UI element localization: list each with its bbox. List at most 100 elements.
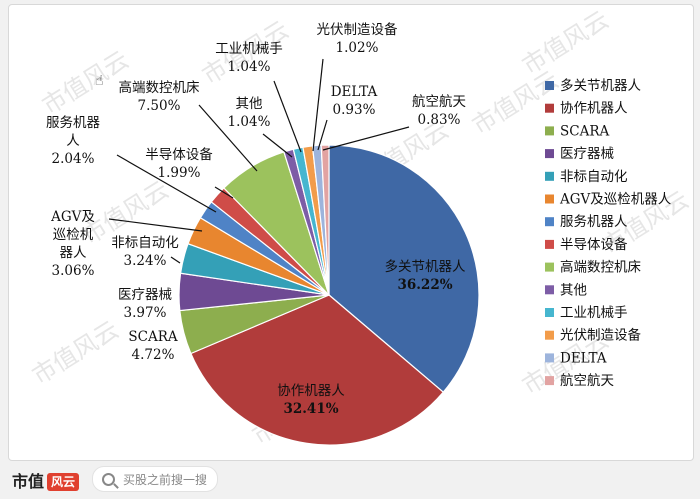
legend-swatch (545, 171, 554, 181)
brand-name: 市值 (12, 472, 45, 491)
leader-line (273, 80, 302, 153)
search-icon (102, 472, 115, 486)
search-box[interactable]: 买股之前搜一搜 (92, 466, 218, 492)
slice-label: SCARA 4.72% (128, 329, 177, 363)
legend-label: 多关节机器人 (560, 77, 641, 94)
legend-label: 医疗器械 (560, 146, 614, 162)
legend-label: 非标自动化 (560, 169, 628, 185)
leader-line (262, 133, 293, 158)
legend-swatch (545, 353, 554, 363)
leader-line (312, 58, 324, 152)
bottom-bar: 市值 风云 买股之前搜一搜 (0, 461, 700, 499)
slice-label-pct: 0.83% (418, 112, 461, 128)
legend-swatch (545, 194, 554, 204)
legend-swatch (545, 126, 554, 136)
slice-label-pct: 1.99% (158, 165, 201, 181)
cursor-icon: ☝ (95, 73, 104, 89)
slice-label: DELTA 0.93% (317, 84, 378, 151)
slice-label-pct: 2.04% (52, 151, 95, 167)
slice-label-pct: 4.72% (132, 347, 175, 363)
pie-chart: 市值风云市值风云市值风云市值风云市值风云市值风云市值风云市值风云市值风云市值风云… (27, 5, 693, 450)
leader-line (170, 256, 181, 264)
slice-label-pct: 1.04% (228, 59, 271, 75)
slice-label: 光伏制造设备 1.02% (312, 21, 398, 152)
legend-label: AGV及巡检机器人 (559, 192, 672, 208)
legend-label: 高端数控机床 (560, 259, 641, 276)
legend-item: 光伏制造设备 (545, 327, 641, 344)
leader-line (116, 154, 217, 213)
legend-item: 服务机器人 (545, 214, 628, 230)
legend-label: 服务机器人 (560, 214, 628, 230)
slice-label-pct: 3.06% (52, 263, 95, 279)
slice-label-name: 医疗器械 (118, 287, 172, 303)
slice-label: 服务机器人 2.04% (46, 115, 217, 213)
leader-line (214, 186, 234, 199)
slice-label: AGV及巡检机器人 3.06% (50, 209, 203, 279)
legend-label: 协作机器人 (560, 101, 628, 117)
legend-label: 航空航天 (560, 373, 614, 389)
slice-label-name: AGV及 (50, 209, 95, 225)
watermark-text: 市值风云 (517, 5, 613, 80)
slice-label-name: 巡检机 (53, 227, 94, 243)
legend-item: 航空航天 (545, 373, 614, 389)
slice-label-pct: 36.22% (397, 277, 452, 293)
legend-item: DELTA (545, 350, 607, 366)
slice-label-name: 服务机器 (46, 115, 100, 131)
legend-item: 医疗器械 (545, 146, 614, 162)
slice-label-pct: 3.24% (124, 253, 167, 269)
leader-line (198, 104, 258, 172)
legend-item: SCARA (545, 123, 609, 139)
slice-label-pct: 1.02% (336, 40, 379, 56)
slice-label: 非标自动化 3.24% (111, 235, 181, 269)
slice-label-name: 工业机械手 (215, 41, 283, 57)
legend-item: AGV及巡检机器人 (545, 192, 672, 208)
legend-swatch (545, 217, 554, 227)
legend-item: 其他 (545, 282, 587, 298)
slice-label-name: 高端数控机床 (119, 79, 200, 96)
legend-swatch (545, 376, 554, 386)
legend-swatch (545, 239, 554, 249)
slice-label: 其他 1.04% (228, 96, 293, 158)
legend-swatch (545, 81, 554, 90)
slice-label-name: 半导体设备 (145, 146, 213, 163)
brand-mark: 风云 (47, 473, 80, 491)
slice-label: 工业机械手 1.04% (215, 41, 302, 153)
slice-label: 医疗器械 3.97% (118, 287, 172, 321)
slice-label-name: 非标自动化 (111, 235, 179, 251)
pie-slice (190, 294, 445, 446)
legend-label: DELTA (560, 350, 607, 366)
slice-label-name: 器人 (60, 245, 87, 261)
slice-label-pct: 32.41% (283, 401, 338, 417)
leader-line (322, 126, 410, 151)
slice-label-name: 光伏制造设备 (317, 21, 398, 38)
pie-slice (328, 144, 480, 394)
legend-swatch (545, 308, 554, 317)
leader-line (108, 218, 203, 232)
legend-label: 其他 (560, 282, 587, 298)
slice-label-name: DELTA (331, 84, 378, 100)
legend-label: 工业机械手 (560, 305, 628, 321)
legend-item: 半导体设备 (545, 236, 628, 253)
watermark-text: 市值风云 (27, 315, 123, 390)
legend-swatch (545, 262, 554, 272)
legend-swatch (545, 330, 554, 340)
legend-swatch (545, 285, 554, 295)
search-placeholder: 买股之前搜一搜 (123, 472, 208, 487)
slice-label-name: 航空航天 (412, 94, 466, 110)
slice-label: 协作机器人 32.41% (277, 383, 345, 417)
slice-label-pct: 3.97% (124, 305, 167, 321)
slice-label: 多关节机器人 36.22% (385, 258, 466, 293)
legend-swatch (545, 103, 554, 113)
legend-item: 非标自动化 (545, 169, 628, 185)
legend-item: 协作机器人 (545, 101, 628, 117)
slice-label-name: 其他 (236, 96, 263, 112)
brand-logo[interactable]: 市值 风云 (12, 468, 80, 492)
legend-item: 高端数控机床 (545, 259, 641, 276)
chart-frame: 市值风云市值风云市值风云市值风云市值风云市值风云市值风云市值风云市值风云市值风云… (8, 4, 694, 461)
slice-label-pct: 0.93% (333, 102, 376, 118)
legend-label: 半导体设备 (560, 236, 628, 253)
legend-label: 光伏制造设备 (560, 327, 641, 344)
slice-label: 高端数控机床 7.50% (119, 79, 258, 172)
slice-label-name: 人 (66, 133, 80, 149)
slice-label-name: 多关节机器人 (385, 258, 466, 275)
